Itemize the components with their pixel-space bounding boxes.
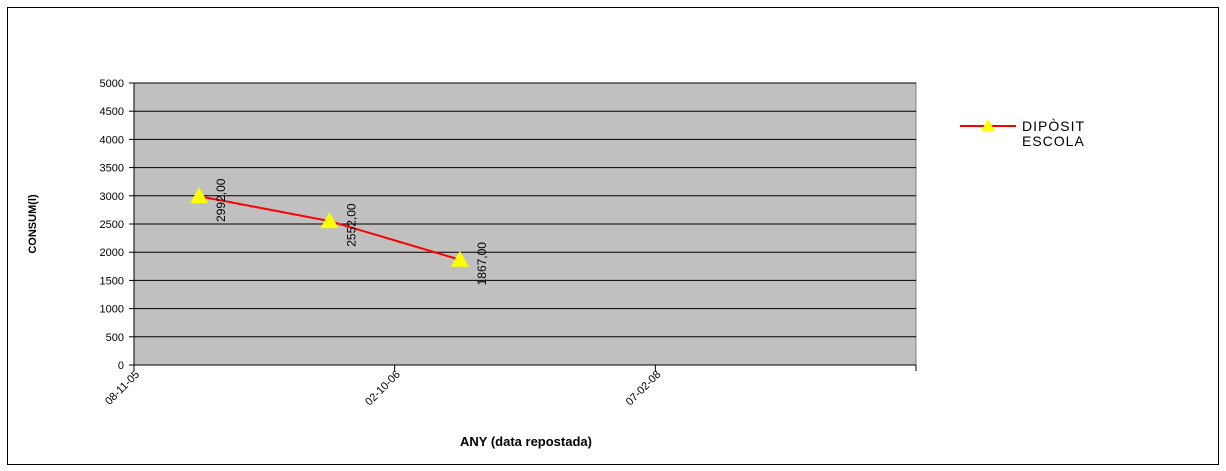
data-point-marker — [450, 250, 469, 267]
data-label: 2992,00 — [214, 178, 228, 222]
gridlines — [134, 82, 916, 366]
x-axis-ticks: 08-11-05 02-10-06 07-02-08 — [103, 364, 917, 409]
legend-marker — [981, 119, 995, 131]
y-tick-label: 1500 — [100, 275, 124, 287]
data-label: 1867,00 — [475, 242, 489, 286]
y-tick-label: 1000 — [100, 304, 124, 316]
y-tick-label: 2000 — [100, 247, 124, 259]
y-tick-label: 4500 — [100, 106, 124, 118]
y-tick-label: 0 — [118, 360, 124, 372]
y-tick-label: 500 — [106, 332, 124, 344]
y-tick-label: 3000 — [100, 191, 124, 203]
data-label: 2552,00 — [345, 203, 359, 247]
y-tick-label: 2500 — [100, 219, 124, 231]
legend-label: DIPÒSIT — [1022, 118, 1085, 134]
x-tick-label: 07-02-08 — [624, 369, 664, 409]
series-layer: 2992,00 2552,00 1867,00 — [190, 178, 489, 285]
x-axis-title: ANY (data repostada) — [460, 434, 592, 449]
data-point-marker — [190, 187, 209, 204]
x-tick-label: 08-11-05 — [103, 369, 142, 408]
y-tick-label: 3500 — [100, 163, 124, 175]
y-axis-title: CONSUM(l) — [27, 194, 39, 254]
y-tick-label: 5000 — [100, 78, 124, 90]
legend-label: ESCOLA — [1022, 133, 1085, 149]
y-axis-ticks: 0 500 1000 1500 2000 2500 3000 3500 4000 4500 5000 — [100, 78, 135, 372]
y-tick-label: 4000 — [100, 134, 124, 146]
data-point-marker — [320, 212, 339, 229]
x-tick-label: 02-10-06 — [363, 369, 403, 409]
